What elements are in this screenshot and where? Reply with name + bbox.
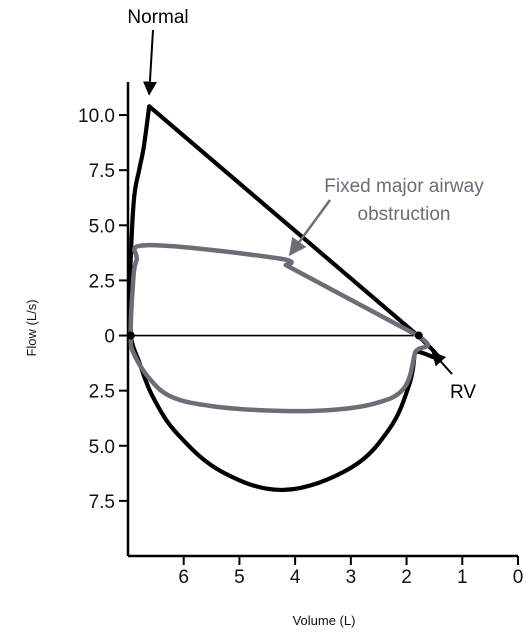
annotations: Normal Fixed major airway obstruction RV xyxy=(127,7,484,403)
y-tick-label: 5.0 xyxy=(89,216,115,237)
x-tick-label: 5 xyxy=(234,567,245,588)
annotation-rv-arrow xyxy=(431,351,453,375)
x-tick-label: 4 xyxy=(290,567,301,588)
series-layer xyxy=(126,104,441,493)
y-tick-label: 2.5 xyxy=(89,271,115,292)
axes: 10.0 7.5 5.0 2.5 0 2.5 5.0 7.5 6 5 4 3 2 1 0 Volume (L)… xyxy=(24,82,523,628)
baseline-point-2 xyxy=(414,331,423,340)
annotation-fixed-label-line1: Fixed major airway xyxy=(324,176,484,197)
annotation-fixed-arrow xyxy=(288,199,332,256)
y-tick-label: 5.0 xyxy=(89,437,115,458)
y-axis-title: Flow (L/s) xyxy=(24,299,39,356)
y-tick-label: 7.5 xyxy=(89,492,115,513)
x-tick-label: 0 xyxy=(513,567,524,588)
y-tick-label: 10.0 xyxy=(78,106,115,127)
y-tick-label: 2.5 xyxy=(89,382,115,403)
series-normal-loop xyxy=(127,104,441,493)
y-tick-label: 0 xyxy=(104,327,115,348)
annotation-fixed-label-line2: obstruction xyxy=(358,204,451,225)
x-tick-label: 6 xyxy=(178,567,189,588)
annotation-normal-arrow xyxy=(142,29,157,96)
series-fixed-loop xyxy=(128,242,430,414)
x-tick-label: 2 xyxy=(401,567,412,588)
x-tick-label: 3 xyxy=(346,567,357,588)
annotation-normal-label: Normal xyxy=(127,7,188,28)
x-tick-label: 1 xyxy=(457,567,468,588)
annotation-rv-label: RV xyxy=(450,382,476,403)
baseline-point-1 xyxy=(126,331,135,340)
y-tick-label: 7.5 xyxy=(89,161,115,182)
x-axis-title: Volume (L) xyxy=(293,613,356,628)
